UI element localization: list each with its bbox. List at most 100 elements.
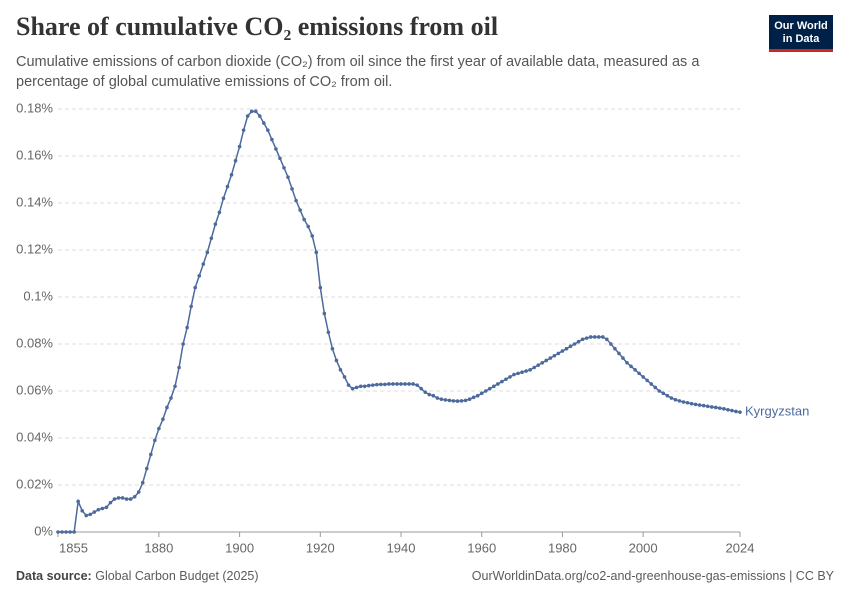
point bbox=[443, 398, 448, 402]
point bbox=[241, 128, 246, 132]
point bbox=[709, 405, 714, 409]
point bbox=[56, 530, 60, 534]
point bbox=[649, 382, 654, 386]
point bbox=[177, 365, 181, 370]
point bbox=[637, 371, 641, 376]
point bbox=[552, 353, 557, 358]
point bbox=[173, 384, 177, 389]
point bbox=[528, 368, 532, 372]
point bbox=[463, 398, 468, 403]
point bbox=[104, 505, 109, 510]
point bbox=[492, 384, 496, 389]
point bbox=[657, 389, 662, 393]
point bbox=[487, 386, 492, 391]
logo-text: Our World bbox=[774, 20, 828, 32]
point bbox=[64, 530, 68, 534]
point bbox=[685, 400, 690, 405]
y-tick-label: 0.02% bbox=[16, 476, 53, 491]
point bbox=[427, 392, 432, 397]
point bbox=[181, 342, 185, 346]
point bbox=[326, 330, 331, 335]
x-tick-label: 1960 bbox=[467, 540, 496, 555]
point bbox=[661, 391, 666, 396]
footer-url[interactable]: OurWorldinData.org/co2-and-greenhouse-ga… bbox=[471, 569, 834, 583]
point bbox=[584, 336, 589, 340]
point bbox=[451, 399, 456, 403]
point bbox=[237, 144, 242, 149]
point bbox=[379, 382, 383, 387]
point bbox=[677, 399, 682, 403]
point bbox=[100, 506, 105, 511]
logo[interactable]: Our World in Data bbox=[769, 15, 833, 52]
point bbox=[391, 382, 395, 386]
point bbox=[278, 156, 282, 161]
point bbox=[633, 368, 637, 372]
point bbox=[689, 401, 694, 406]
point bbox=[286, 175, 290, 179]
point bbox=[669, 396, 674, 400]
point bbox=[726, 408, 730, 412]
point bbox=[84, 513, 89, 518]
point bbox=[298, 208, 302, 212]
point bbox=[524, 369, 528, 373]
point bbox=[629, 364, 633, 369]
point bbox=[564, 346, 569, 351]
point bbox=[153, 438, 157, 443]
x-tick-label: 1920 bbox=[306, 540, 335, 555]
point bbox=[705, 404, 710, 409]
point bbox=[282, 165, 286, 170]
point bbox=[407, 382, 411, 386]
point bbox=[415, 383, 419, 387]
point bbox=[149, 452, 153, 457]
y-tick-label: 0.12% bbox=[16, 241, 53, 256]
point bbox=[354, 385, 359, 390]
y-tick-label: 0.14% bbox=[16, 194, 53, 209]
point bbox=[508, 375, 512, 379]
point bbox=[262, 121, 266, 125]
point bbox=[580, 337, 585, 342]
point bbox=[161, 417, 165, 422]
point bbox=[96, 507, 101, 512]
point bbox=[399, 382, 403, 386]
y-tick-label: 0% bbox=[34, 523, 53, 538]
line bbox=[58, 110, 741, 533]
point bbox=[560, 349, 565, 353]
point bbox=[144, 466, 149, 471]
point bbox=[370, 383, 375, 387]
point bbox=[718, 406, 722, 410]
point bbox=[302, 217, 306, 222]
point bbox=[157, 426, 161, 431]
point bbox=[496, 382, 500, 386]
point bbox=[734, 409, 738, 414]
point bbox=[520, 370, 524, 375]
point bbox=[189, 304, 193, 309]
point bbox=[439, 397, 444, 402]
point bbox=[568, 344, 573, 349]
x-tick-label: 1880 bbox=[144, 540, 173, 555]
point bbox=[556, 351, 561, 356]
y-tick-label: 0.06% bbox=[16, 382, 53, 397]
point bbox=[165, 405, 169, 410]
point bbox=[209, 236, 214, 241]
point bbox=[342, 375, 347, 379]
point bbox=[693, 402, 698, 407]
point bbox=[617, 351, 621, 356]
point bbox=[713, 405, 718, 410]
point bbox=[387, 382, 391, 386]
point bbox=[395, 382, 399, 386]
x-tick-label: 1940 bbox=[387, 540, 416, 555]
chart: 0% 0.02% 0.04% 0.06% 0.08% 0.1% 0.12% 0.14% 0.16… bbox=[16, 100, 809, 555]
point bbox=[665, 393, 670, 398]
point bbox=[722, 407, 726, 411]
y-tick-label: 0.04% bbox=[16, 429, 53, 444]
series-label: Kyrgyzstan bbox=[745, 404, 809, 419]
point bbox=[641, 375, 645, 379]
point bbox=[609, 342, 613, 346]
point bbox=[310, 234, 315, 238]
y-tick-label: 0.16% bbox=[16, 147, 53, 162]
point bbox=[294, 198, 298, 203]
point bbox=[479, 391, 484, 396]
point bbox=[447, 398, 452, 403]
point bbox=[366, 383, 371, 388]
logo-text: in Data bbox=[782, 33, 820, 45]
